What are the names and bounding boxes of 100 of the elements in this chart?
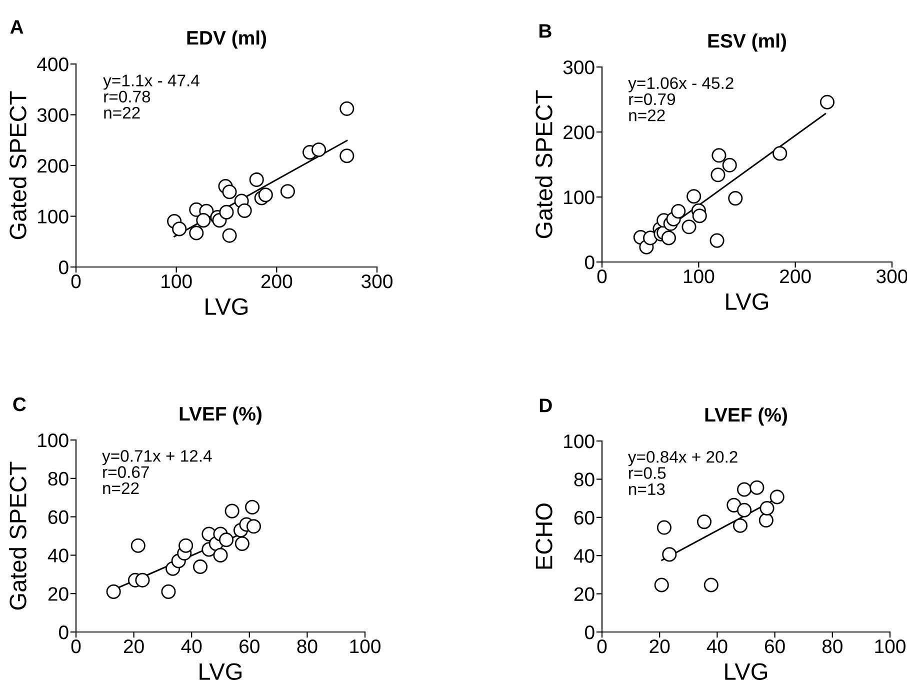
y-tick-label: 400 [37,57,68,72]
point [246,519,262,534]
y-axis-title: Gated SPECT [9,462,26,610]
point [654,578,669,592]
x-axis-title: LVG [725,663,767,680]
point [750,480,764,495]
point [213,548,228,562]
chart-title: ESV (ml) [708,33,786,52]
chart-title: LVEF (%) [180,406,262,425]
y-tick-label: 80 [48,472,68,486]
y-tick-label: 100 [38,433,68,448]
point [682,220,696,234]
point [340,148,354,164]
annotation: y=1.06x - 45.2 [628,77,734,92]
point [234,536,250,551]
point [178,538,194,553]
point [736,502,752,518]
point [722,158,737,172]
point [692,208,707,224]
point [758,512,774,528]
point [732,518,748,533]
y-tick-label: 200 [38,158,68,173]
x-tick-label: 0 [71,639,81,654]
point [130,538,146,553]
point [196,213,211,228]
x-tick-label: 100 [875,639,906,654]
point [245,500,260,514]
y-tick-label: 60 [48,510,68,524]
point [710,168,726,182]
x-axis-title: LVG [726,293,768,310]
y-tick-label: 100 [38,210,68,224]
text: C [13,397,26,412]
y-tick-label: 0 [59,260,68,274]
y-tick-label: 100 [564,434,594,448]
point [772,146,788,161]
point [661,230,676,246]
x-tick-label: 0 [597,269,607,284]
point [224,504,240,518]
annotation: y=1.1x - 47.4 [103,74,200,90]
y-tick-label: 100 [564,190,594,204]
x-tick-label: 0 [71,274,81,288]
y-tick-label: 300 [563,60,594,74]
y-tick-label: 40 [48,548,68,562]
point [696,514,712,530]
annotation: n=22 [104,106,140,119]
point [704,578,718,592]
x-tick-label: 300 [362,274,392,288]
point [280,184,295,199]
y-tick-label: 300 [37,108,68,122]
point [192,559,208,574]
x-tick-label: 20 [650,639,670,654]
y-tick-label: 80 [574,472,594,486]
annotation: y=0.84x + 20.2 [628,450,738,466]
x-tick-label: 100 [162,274,192,288]
annotation: r=0.78 [104,90,150,103]
point [172,222,187,236]
point [135,572,150,588]
y-tick-label: 0 [59,625,68,640]
point [249,172,264,187]
point [218,532,234,548]
point [161,584,176,599]
point [189,226,204,240]
x-tick-label: 60 [764,639,785,654]
point [820,94,835,110]
y-axis-title: ECHO [536,504,552,569]
point [219,204,234,220]
x-tick-label: 100 [350,639,380,654]
annotation: n=22 [629,109,665,122]
point [736,482,752,497]
x-tick-label: 300 [876,269,907,284]
point [222,228,237,243]
x-axis-title: LVG [200,663,242,680]
point [712,148,726,163]
y-tick-label: 0 [585,625,594,640]
x-tick-label: 200 [261,274,292,288]
point [671,204,686,219]
y-axis-title: Gated SPECT [9,91,26,240]
x-tick-label: 40 [706,639,728,654]
y-axis-title: Gated SPECT [535,90,552,238]
text: D [540,398,552,412]
x-tick-label: 80 [822,639,842,654]
y-tick-label: 0 [585,255,594,270]
x-tick-label: 0 [597,639,607,654]
x-tick-label: 80 [297,639,318,654]
annotation: r=0.67 [103,466,149,478]
chart-title: EDV (ml) [187,30,266,49]
point [760,500,774,516]
point [340,101,354,116]
point [656,520,672,535]
point [237,203,252,218]
annotation: n=22 [103,482,139,494]
point [662,547,677,562]
y-tick-label: 60 [574,510,594,525]
annotation: n=13 [629,483,665,496]
y-tick-label: 40 [574,549,594,563]
y-tick-label: 20 [574,587,594,602]
point [686,189,702,204]
point [106,584,121,599]
x-tick-label: 60 [240,639,260,654]
annotation: r=0.79 [629,93,676,106]
